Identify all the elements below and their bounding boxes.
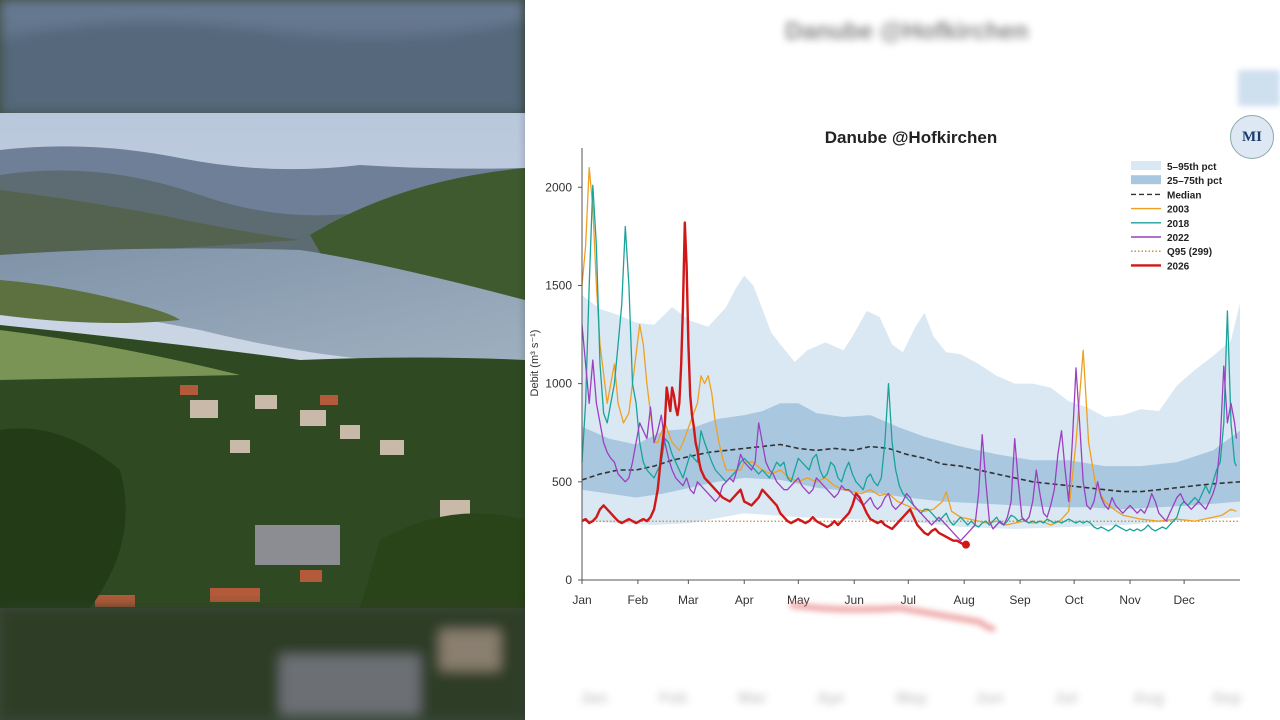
ghost-curve (789, 602, 997, 632)
ghost-title: Danube @Hofkirchen (785, 18, 1029, 45)
legend-label: Median (1167, 190, 1201, 201)
institute-logo-icon: MI (1230, 115, 1274, 159)
ghost-month-label: Jul (1054, 690, 1078, 707)
legend-swatch-band75 (1131, 175, 1161, 185)
x-tick-label: Apr (735, 593, 754, 607)
danube-bend-photo (0, 0, 525, 720)
ghost-month-label: Apr (817, 690, 845, 707)
legend-swatch-band95 (1131, 161, 1161, 170)
series-2003 (581, 166, 1237, 526)
ghost-month-label: May (896, 690, 928, 707)
series-2026 (581, 221, 965, 546)
x-tick-label: Feb (628, 593, 649, 607)
ghost-month-label: Feb (659, 690, 688, 707)
series-2026-end-marker (961, 540, 970, 549)
y-axis-label: Debit (m³ s⁻¹) (529, 330, 541, 397)
ghost-legend-strip (1238, 70, 1280, 106)
series-lines (581, 166, 1241, 549)
y-tick-label: 0 (565, 573, 572, 587)
y-tick-label: 1000 (545, 377, 572, 391)
x-tick-label: Jan (572, 593, 591, 607)
x-tick-label: Dec (1173, 593, 1194, 607)
legend-label: 25–75th pct (1167, 176, 1223, 187)
chart-title: Danube @Hofkirchen (825, 128, 997, 147)
x-tick-label: Jul (901, 593, 916, 607)
x-tick-label: Sep (1009, 593, 1031, 607)
legend-label: 2022 (1167, 233, 1190, 244)
ghost-month-label: Mar (738, 690, 767, 707)
y-tick-label: 2000 (545, 180, 572, 194)
ghost-month-label: Sep (1212, 690, 1242, 707)
x-tick-label: Mar (678, 593, 699, 607)
x-tick-label: Aug (954, 593, 975, 607)
legend-label: 2018 (1167, 219, 1190, 230)
x-tick-label: Nov (1119, 593, 1140, 607)
series-2018 (581, 184, 1237, 532)
ghost-month-label: Jun (975, 690, 1004, 707)
percentile-bands (582, 275, 1240, 529)
legend-label: 2003 (1167, 205, 1190, 216)
y-tick-label: 500 (552, 475, 572, 489)
x-tick-label: Jun (845, 593, 864, 607)
legend-label: Q95 (299) (1167, 247, 1212, 258)
x-tick-label: Oct (1065, 593, 1084, 607)
legend: 5–95th pct 25–75th pct Median 2003 2018 2022 Q… (1131, 161, 1223, 272)
y-tick-label: 1500 (545, 278, 572, 292)
band-25-75 (582, 403, 1240, 510)
ghost-month-label: Aug (1133, 690, 1165, 707)
median-line (581, 443, 1241, 493)
legend-label: 2026 (1167, 261, 1190, 272)
series-2022 (581, 324, 1238, 542)
legend-label: 5–95th pct (1167, 162, 1217, 173)
logo-text: MI (1242, 128, 1262, 145)
landscape-photo (0, 0, 525, 720)
ghost-month-label: Jan (580, 690, 608, 707)
